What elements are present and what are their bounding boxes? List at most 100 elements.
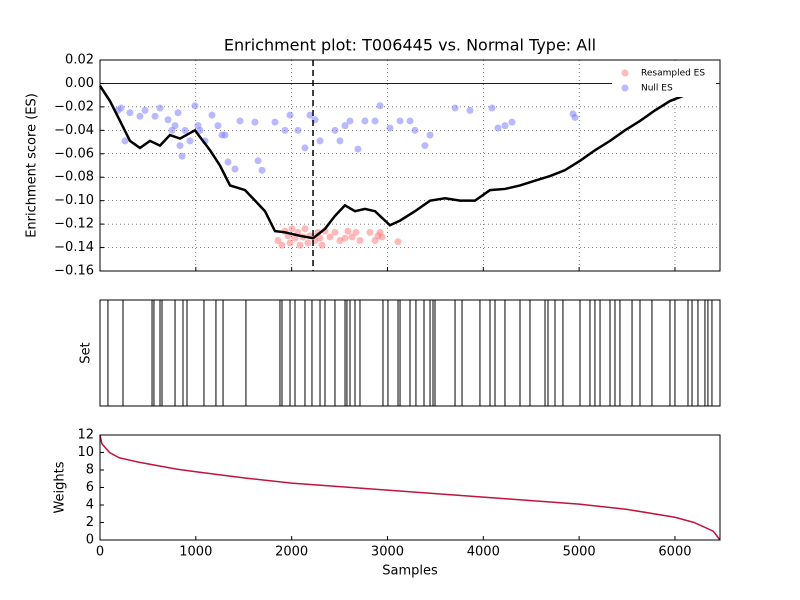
y-tick-label: −0.08 xyxy=(54,170,94,185)
scatter-point xyxy=(214,122,222,130)
y-tick-label: −0.16 xyxy=(54,264,94,279)
legend-marker xyxy=(621,84,629,92)
scatter-point xyxy=(304,239,312,247)
scatter-point xyxy=(316,234,324,242)
scatter-point xyxy=(376,102,384,110)
x-tick-label: 1000 xyxy=(179,545,212,560)
legend-label: Resampled ES xyxy=(641,69,705,79)
x-tick-label: 6000 xyxy=(658,545,691,560)
scatter-point xyxy=(196,126,204,134)
scatter-point xyxy=(271,118,279,126)
scatter-point xyxy=(508,118,516,126)
x-tick-label: 2000 xyxy=(275,545,308,560)
scatter-point xyxy=(356,237,364,245)
scatter-point xyxy=(316,137,324,145)
scatter-point xyxy=(376,228,384,236)
scatter-point xyxy=(571,113,579,121)
scatter-point xyxy=(178,152,186,160)
axes-frame xyxy=(99,59,721,272)
scatter-point xyxy=(366,228,374,236)
scatter-point xyxy=(354,145,362,153)
scatter-point xyxy=(224,158,232,166)
scatter-point xyxy=(164,116,172,124)
scatter-point xyxy=(174,109,182,117)
y-tick-label: 0 xyxy=(86,533,94,548)
scatter-point xyxy=(231,165,239,173)
scatter-point xyxy=(221,131,229,139)
scatter-point xyxy=(286,239,294,247)
scatter-point xyxy=(494,124,502,132)
scatter-point xyxy=(258,166,266,174)
scatter-point xyxy=(171,122,179,130)
y-tick-label: 10 xyxy=(77,445,94,460)
scatter-point xyxy=(331,228,339,236)
scatter-point xyxy=(406,117,414,125)
scatter-point xyxy=(301,144,309,152)
scatter-point xyxy=(501,122,509,130)
y-tick-label: −0.10 xyxy=(54,193,94,208)
scatter-point xyxy=(141,106,149,114)
y-axis-label: Enrichment score (ES) xyxy=(25,93,40,238)
axes-frame xyxy=(99,299,721,407)
y-tick-label: −0.14 xyxy=(54,240,94,255)
y-axis-label: Weights xyxy=(53,461,68,513)
scatter-point xyxy=(346,117,354,125)
legend-box xyxy=(612,64,716,97)
scatter-point xyxy=(286,111,294,119)
scatter-point xyxy=(396,117,404,125)
y-tick-label: 6 xyxy=(86,480,94,495)
scatter-point xyxy=(348,233,356,241)
scatter-point xyxy=(336,137,344,145)
scatter-point xyxy=(386,124,394,132)
scatter-point xyxy=(306,111,314,119)
scatter-point xyxy=(318,241,326,249)
scatter-point xyxy=(236,117,244,125)
scatter-point xyxy=(488,104,496,112)
scatter-point xyxy=(326,233,334,241)
x-tick-label: 3000 xyxy=(371,545,404,560)
scatter-point xyxy=(331,126,339,134)
y-tick-label: −0.12 xyxy=(54,217,94,232)
scatter-point xyxy=(281,126,289,134)
scatter-point xyxy=(151,112,159,120)
scatter-point xyxy=(341,234,349,242)
scatter-point xyxy=(291,234,299,242)
scatter-point xyxy=(451,104,459,112)
scatter-point xyxy=(296,241,304,249)
scatter-point xyxy=(301,225,309,233)
scatter-point xyxy=(394,238,402,246)
scatter-point xyxy=(208,111,216,119)
x-tick-label: 4000 xyxy=(467,545,500,560)
x-tick-label: 5000 xyxy=(563,545,596,560)
scatter-point xyxy=(371,117,379,125)
scatter-point xyxy=(191,102,199,110)
y-tick-label: 12 xyxy=(77,428,94,443)
scatter-point xyxy=(176,142,184,150)
scatter-point xyxy=(411,126,419,134)
scatter-point xyxy=(421,142,429,150)
scatter-point xyxy=(117,104,125,112)
scatter-point xyxy=(278,241,286,249)
y-tick-label: 0.00 xyxy=(65,76,94,91)
y-tick-label: −0.06 xyxy=(54,146,94,161)
line xyxy=(99,434,721,541)
y-tick-label: 8 xyxy=(86,463,94,478)
scatter-point xyxy=(254,157,262,165)
y-axis-label: Set xyxy=(79,342,94,363)
scatter-point xyxy=(341,122,349,130)
scatter-point xyxy=(181,126,189,134)
scatter-point xyxy=(288,225,296,233)
y-tick-label: 2 xyxy=(86,515,94,530)
line xyxy=(98,85,686,240)
scatter-point xyxy=(344,227,352,235)
scatter-point xyxy=(361,117,369,125)
scatter-point xyxy=(121,137,129,145)
y-tick-label: 0.02 xyxy=(65,53,94,68)
scatter-point xyxy=(466,106,474,114)
x-axis-label: Samples xyxy=(382,564,438,579)
scatter-point xyxy=(126,109,134,117)
scatter-point xyxy=(426,131,434,139)
y-tick-label: 4 xyxy=(86,498,94,513)
scatter-point xyxy=(294,126,302,134)
